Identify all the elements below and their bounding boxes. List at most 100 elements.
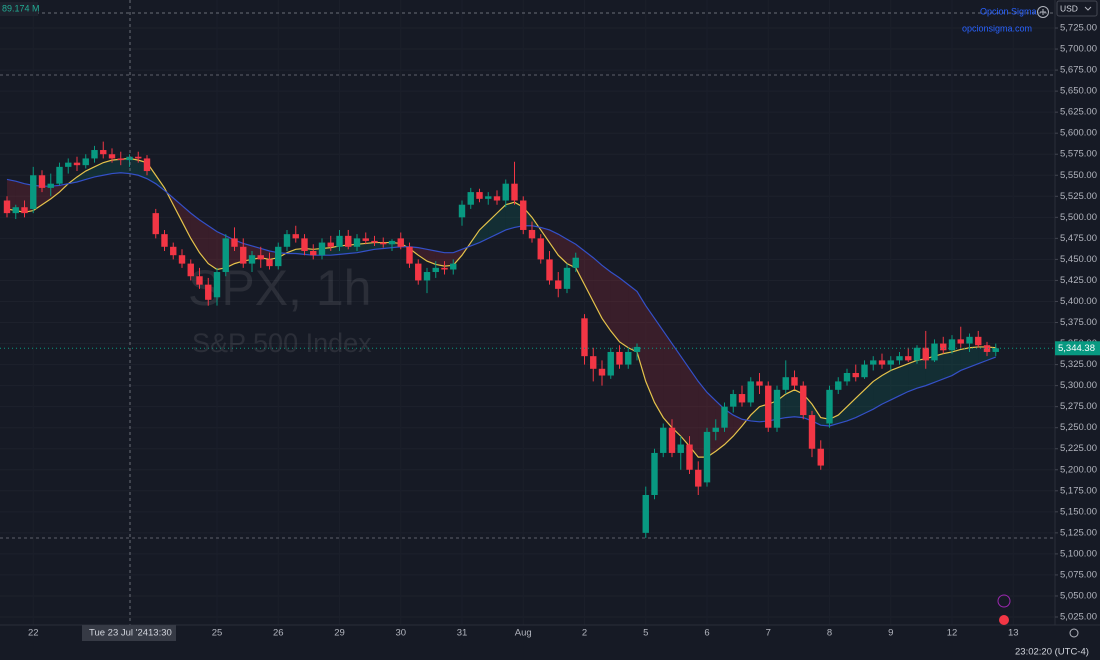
- candle-body: [870, 360, 877, 365]
- candle-body: [91, 150, 98, 159]
- currency-chevron: [1084, 6, 1092, 11]
- ma-band: [453, 249, 462, 266]
- x-tick-label: 6: [704, 628, 709, 639]
- flag-icon[interactable]: [999, 615, 1009, 625]
- ma-band: [435, 250, 445, 267]
- ma-band: [838, 406, 847, 424]
- ma-band: [873, 375, 882, 410]
- candle-body: [940, 343, 947, 351]
- candle-body: [380, 242, 387, 245]
- candle-body: [931, 343, 938, 361]
- ma-band: [917, 358, 926, 389]
- candle-body: [432, 267, 439, 273]
- candle-body: [47, 183, 54, 188]
- y-tick-label: 5,375.00: [1060, 317, 1097, 328]
- candle-body: [782, 377, 789, 390]
- y-tick-label: 5,525.00: [1060, 191, 1097, 202]
- x-tick-label: 25: [212, 628, 223, 639]
- x-tick-label: 13: [1008, 628, 1019, 639]
- ma-band: [934, 353, 944, 383]
- x-tick-label: 30: [395, 628, 406, 639]
- ma-band: [943, 351, 952, 379]
- ma-band: [654, 318, 664, 418]
- candle-body: [528, 229, 536, 239]
- y-tick-label: 5,100.00: [1060, 548, 1097, 559]
- candle-body: [520, 200, 527, 230]
- ma-band: [190, 213, 200, 253]
- candle-body: [345, 235, 352, 247]
- candle-body: [948, 339, 956, 351]
- candle-body: [485, 196, 492, 199]
- candle-body: [423, 272, 431, 281]
- add-button[interactable]: [1037, 6, 1049, 18]
- candle-body: [598, 368, 606, 376]
- ma-band: [418, 247, 427, 262]
- candle-body: [310, 250, 317, 256]
- candle-body: [957, 339, 964, 344]
- ma-band: [890, 367, 900, 400]
- candle-body: [747, 381, 754, 403]
- price-axis: 5,025.00 5,050.00 5,075.00 5,100.00 5,125.00…: [1055, 23, 1100, 623]
- ma-band: [339, 245, 349, 255]
- candle-body: [458, 204, 466, 218]
- ma-band: [663, 330, 672, 428]
- candle-body: [896, 356, 903, 361]
- ma-band: [952, 349, 961, 376]
- ma-band: [619, 277, 629, 348]
- candle-body: [476, 192, 483, 199]
- candle-body: [852, 372, 859, 378]
- x-tick-label: 5: [643, 628, 648, 639]
- candle-body: [283, 234, 291, 247]
- ma-band: [733, 415, 742, 437]
- candle-body: [170, 246, 177, 256]
- currency-box[interactable]: [1056, 0, 1098, 17]
- candle-body: [511, 183, 518, 201]
- candle-body: [82, 158, 89, 166]
- ma-band: [365, 242, 375, 251]
- ma-band: [899, 363, 909, 396]
- y-tick-label: 5,450.00: [1060, 254, 1097, 265]
- candle-body: [563, 267, 571, 289]
- settings-icon[interactable]: [1069, 628, 1079, 638]
- currency[interactable]: USD: [1060, 3, 1078, 13]
- candle-body: [362, 238, 369, 241]
- crosshair-date: Tue 23 Jul '24: [89, 628, 148, 639]
- candle-body: [651, 452, 658, 496]
- y-tick-label: 5,625.00: [1060, 107, 1097, 118]
- candle-body: [546, 259, 553, 281]
- candle-body: [493, 196, 501, 201]
- ma-band: [575, 244, 585, 285]
- ma-band: [689, 368, 699, 458]
- ma-band: [908, 360, 917, 392]
- y-tick-label: 5,575.00: [1060, 149, 1097, 160]
- ma-band: [558, 234, 567, 264]
- candle-body: [537, 238, 544, 260]
- candle-body: [572, 257, 579, 268]
- candle-body: [450, 263, 457, 270]
- candle-body: [187, 263, 194, 277]
- y-tick-label: 5,475.00: [1060, 233, 1097, 244]
- candle-body: [178, 255, 186, 264]
- candle-body: [38, 175, 46, 188]
- candle-body: [625, 351, 632, 365]
- candle-body: [922, 347, 929, 361]
- x-tick-label: 2: [582, 628, 587, 639]
- candle-body: [441, 267, 448, 270]
- ma-band: [864, 381, 874, 414]
- ma-band: [182, 205, 191, 239]
- candle-body: [992, 348, 999, 352]
- candle-body: [388, 240, 396, 245]
- candle-body: [467, 192, 474, 205]
- candle-body: [808, 415, 816, 449]
- candle-body: [695, 469, 702, 487]
- candle-body: [826, 389, 833, 424]
- ma-band: [129, 158, 139, 176]
- candle-body: [135, 156, 142, 159]
- ma-band: [785, 389, 795, 418]
- event-icon[interactable]: [997, 594, 1011, 608]
- time-axis: 22 25 26 29 30 31 Aug 2 5 6 7 8 9 12 13: [28, 628, 1019, 639]
- candle-body: [843, 372, 851, 382]
- ma-band: [925, 356, 935, 386]
- candle-body: [143, 158, 151, 172]
- candle-body: [12, 207, 19, 214]
